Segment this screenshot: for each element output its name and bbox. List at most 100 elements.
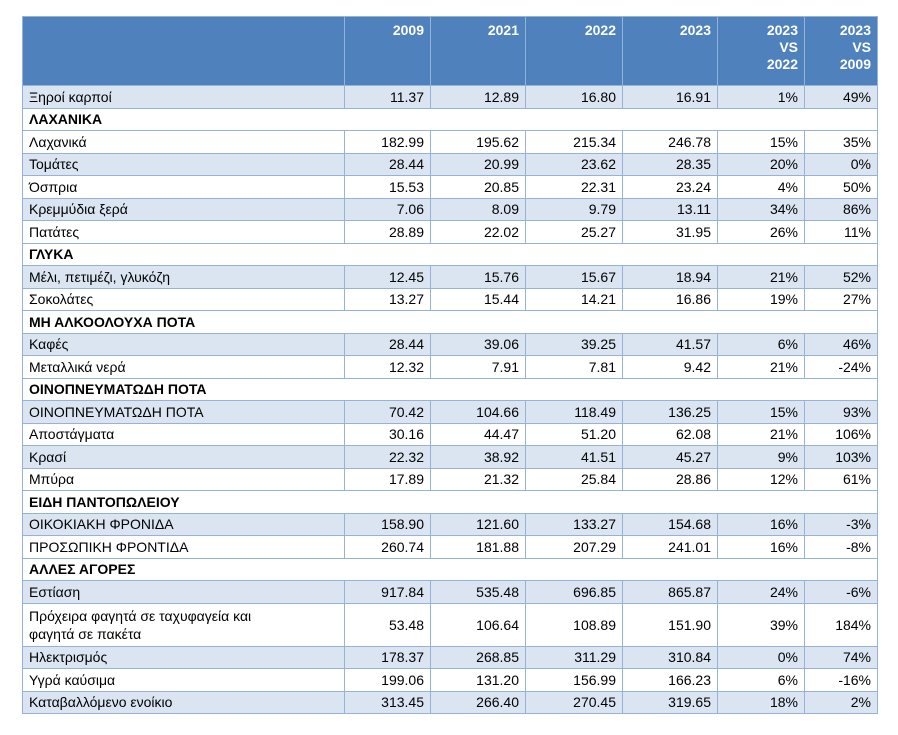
section-title: ΑΛΛΕΣ ΑΓΟΡΕΣ xyxy=(22,557,878,581)
change-cell: 12% xyxy=(717,467,805,491)
value-cell: 13.11 xyxy=(622,197,718,221)
section-row: ΛΑΧΑΝΙΚΑ xyxy=(22,107,878,131)
value-cell: 23.62 xyxy=(525,152,623,176)
table-row: Καταβαλλόμενο ενοίκιο 313.45 266.40 270.45 3… xyxy=(22,690,878,714)
row-label: Καφές xyxy=(22,332,345,356)
header-line: 2021 xyxy=(487,22,519,38)
section-row: ΜΗ ΑΛΚΟΟΛΟΥΧΑ ΠΟΤΑ xyxy=(22,310,878,334)
row-label: Κρασί xyxy=(22,445,345,469)
value-cell: 166.23 xyxy=(622,668,718,692)
row-label: Κρεμμύδια ξερά xyxy=(22,197,345,221)
value-cell: 215.34 xyxy=(525,130,623,154)
section-title: ΜΗ ΑΛΚΟΟΛΟΥΧΑ ΠΟΤΑ xyxy=(22,310,878,334)
change-cell: 15% xyxy=(717,130,805,154)
value-cell: 151.90 xyxy=(622,602,718,647)
value-cell: 12.32 xyxy=(344,355,431,379)
change-cell: 27% xyxy=(804,287,878,311)
value-cell: 865.87 xyxy=(622,580,718,604)
change-cell: 6% xyxy=(717,332,805,356)
row-label: ΟΙΚΟΚΙΑΚΗ ΦΡΟΝΙΔΑ xyxy=(22,512,345,536)
header-line: 2023 xyxy=(766,22,798,38)
value-cell: 15.44 xyxy=(430,287,526,311)
value-cell: 535.48 xyxy=(430,580,526,604)
header-cell: 2023 xyxy=(622,16,718,86)
value-cell: 25.84 xyxy=(525,467,623,491)
value-cell: 51.20 xyxy=(525,422,623,446)
change-cell: 39% xyxy=(717,602,805,647)
header-cell: 2022 xyxy=(525,16,623,86)
value-cell: 28.89 xyxy=(344,220,431,244)
value-cell: 207.29 xyxy=(525,535,623,559)
table-row: Κρεμμύδια ξερά 7.06 8.09 9.79 13.11 34% 86% xyxy=(22,197,878,221)
value-cell: 53.48 xyxy=(344,602,431,647)
change-cell: 0% xyxy=(804,152,878,176)
table-row: Λαχανικά 182.99 195.62 215.34 246.78 15% 35% xyxy=(22,130,878,154)
value-cell: 121.60 xyxy=(430,512,526,536)
change-cell: 74% xyxy=(804,645,878,669)
value-cell: 7.81 xyxy=(525,355,623,379)
value-cell: 39.25 xyxy=(525,332,623,356)
table-row: Ξηροί καρποί 11.37 12.89 16.80 16.91 1% 49% xyxy=(22,85,878,109)
value-cell: 8.09 xyxy=(430,197,526,221)
table-row: Μεταλλικά νερά 12.32 7.91 7.81 9.42 21% -24% xyxy=(22,355,878,379)
row-label: Αποστάγματα xyxy=(22,422,345,446)
value-cell: 108.89 xyxy=(525,602,623,647)
row-label: ΠΡΟΣΩΠΙΚΗ ΦΡΟΝΤΙΔΑ xyxy=(22,535,345,559)
value-cell: 9.42 xyxy=(622,355,718,379)
header-cell: 2009 xyxy=(344,16,431,86)
table-row: Μπύρα 17.89 21.32 25.84 28.86 12% 61% xyxy=(22,467,878,491)
value-cell: 16.86 xyxy=(622,287,718,311)
value-cell: 131.20 xyxy=(430,668,526,692)
value-cell: 62.08 xyxy=(622,422,718,446)
value-cell: 7.06 xyxy=(344,197,431,221)
header-line: 2022 xyxy=(766,56,798,72)
table-row: Κρασί 22.32 38.92 41.51 45.27 9% 103% xyxy=(22,445,878,469)
table-row: Πατάτες 28.89 22.02 25.27 31.95 26% 11% xyxy=(22,220,878,244)
change-cell: 106% xyxy=(804,422,878,446)
value-cell: 118.49 xyxy=(525,400,623,424)
value-cell: 31.95 xyxy=(622,220,718,244)
value-cell: 15.67 xyxy=(525,265,623,289)
change-cell: -24% xyxy=(804,355,878,379)
header-line: VS xyxy=(779,39,798,55)
table-row: Καφές 28.44 39.06 39.25 41.57 6% 46% xyxy=(22,332,878,356)
change-cell: -6% xyxy=(804,580,878,604)
change-cell: 18% xyxy=(717,690,805,714)
table-row: Υγρά καύσιμα 199.06 131.20 156.99 166.23 6% -1… xyxy=(22,668,878,692)
header-line: 2023 xyxy=(679,22,711,38)
row-label: Μεταλλικά νερά xyxy=(22,355,345,379)
change-cell: 15% xyxy=(717,400,805,424)
value-cell: 136.25 xyxy=(622,400,718,424)
change-cell: 2% xyxy=(804,690,878,714)
section-row: ΑΛΛΕΣ ΑΓΟΡΕΣ xyxy=(22,557,878,581)
row-label: Εστίαση xyxy=(22,580,345,604)
value-cell: 310.84 xyxy=(622,645,718,669)
value-cell: 156.99 xyxy=(525,668,623,692)
value-cell: 270.45 xyxy=(525,690,623,714)
change-cell: 93% xyxy=(804,400,878,424)
change-cell: 35% xyxy=(804,130,878,154)
change-cell: 16% xyxy=(717,535,805,559)
row-label: Υγρά καύσιμα xyxy=(22,668,345,692)
section-row: ΓΛΥΚΑ xyxy=(22,242,878,266)
row-label-line: φαγητά σε πακέτα xyxy=(29,625,142,642)
value-cell: 20.85 xyxy=(430,175,526,199)
header-cell: 2023 VS 2022 xyxy=(717,16,805,86)
change-cell: 61% xyxy=(804,467,878,491)
change-cell: 20% xyxy=(717,152,805,176)
value-cell: 16.91 xyxy=(622,85,718,109)
table-row: Σοκολάτες 13.27 15.44 14.21 16.86 19% 27% xyxy=(22,287,878,311)
change-cell: 9% xyxy=(717,445,805,469)
value-cell: 22.31 xyxy=(525,175,623,199)
value-cell: 9.79 xyxy=(525,197,623,221)
row-label: Τομάτες xyxy=(22,152,345,176)
table-row: Ηλεκτρισμός 178.37 268.85 311.29 310.84 0% 74% xyxy=(22,645,878,669)
header-line: 2022 xyxy=(584,22,616,38)
value-cell: 28.86 xyxy=(622,467,718,491)
value-cell: 12.45 xyxy=(344,265,431,289)
value-cell: 44.47 xyxy=(430,422,526,446)
header-line: 2023 xyxy=(839,22,871,38)
change-cell: 49% xyxy=(804,85,878,109)
section-title: ΕΙΔΗ ΠΑΝΤΟΠΩΛΕΙΟΥ xyxy=(22,490,878,514)
value-cell: 15.76 xyxy=(430,265,526,289)
